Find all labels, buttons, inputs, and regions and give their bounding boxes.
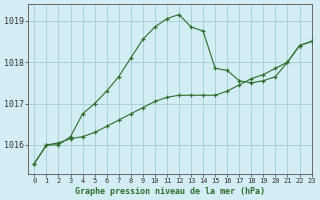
- X-axis label: Graphe pression niveau de la mer (hPa): Graphe pression niveau de la mer (hPa): [75, 187, 265, 196]
